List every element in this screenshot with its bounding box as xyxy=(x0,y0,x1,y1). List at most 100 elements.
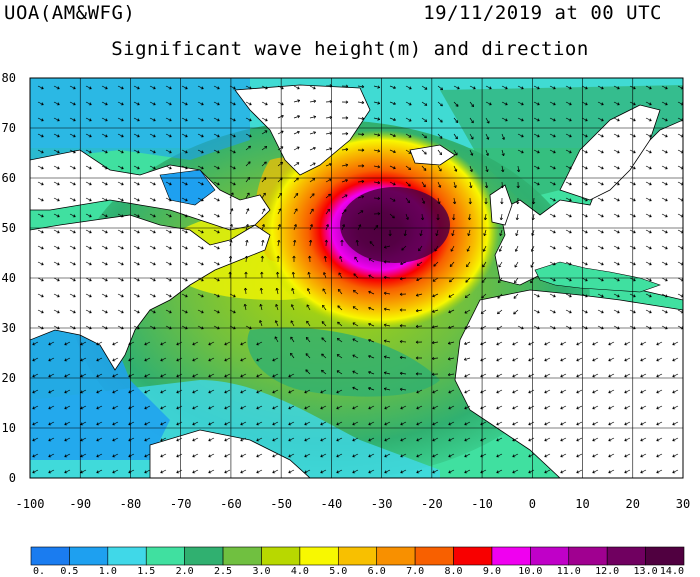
direction-arrow xyxy=(352,354,359,359)
mediterranean-sea xyxy=(534,261,661,293)
direction-arrow xyxy=(514,245,519,252)
direction-arrow xyxy=(176,437,183,442)
direction-arrow xyxy=(276,255,280,263)
direction-arrow xyxy=(197,245,204,250)
direction-arrow xyxy=(101,149,108,154)
agency-label: UOA(AM&WFG) xyxy=(4,2,136,24)
direction-arrow xyxy=(624,405,631,410)
direction-arrow xyxy=(468,197,472,205)
colorbar-swatch xyxy=(69,546,109,566)
direction-arrow xyxy=(324,239,328,247)
direction-arrow xyxy=(37,277,44,282)
direction-arrow xyxy=(437,197,441,205)
direction-arrow xyxy=(528,469,535,474)
direction-arrow xyxy=(453,85,460,90)
direction-arrow xyxy=(640,357,647,362)
direction-arrow xyxy=(399,339,407,344)
lat-tick-label: 60 xyxy=(2,171,16,185)
direction-arrow xyxy=(400,421,407,426)
colorbar-swatch xyxy=(376,546,416,566)
direction-arrow xyxy=(533,181,540,186)
direction-arrow xyxy=(117,261,124,266)
direction-arrow xyxy=(608,357,615,362)
direction-arrow xyxy=(565,165,572,170)
direction-arrow xyxy=(32,373,39,378)
direction-arrow xyxy=(485,85,492,90)
direction-arrow xyxy=(464,405,471,410)
direction-arrow xyxy=(464,341,471,345)
direction-arrow xyxy=(80,405,87,410)
direction-arrow xyxy=(661,85,668,90)
direction-arrow xyxy=(373,149,381,153)
direction-arrow xyxy=(305,336,311,343)
direction-arrow xyxy=(597,261,604,266)
direction-arrow xyxy=(69,277,76,282)
direction-arrow xyxy=(384,453,391,458)
direction-arrow xyxy=(213,165,220,170)
direction-arrow xyxy=(260,255,264,263)
direction-arrow xyxy=(661,165,668,170)
direction-arrow xyxy=(565,229,572,234)
direction-arrow xyxy=(197,277,204,282)
latitude-labels: 0 10 20 30 40 50 60 70 80 xyxy=(2,71,16,485)
direction-arrow xyxy=(549,309,556,314)
direction-arrow xyxy=(624,453,631,458)
direction-arrow xyxy=(515,213,519,221)
direction-arrow xyxy=(165,117,172,122)
direction-arrow xyxy=(256,341,263,346)
direction-arrow xyxy=(415,324,423,329)
direction-arrow xyxy=(101,85,108,90)
colorbar-label: 4.0 xyxy=(291,566,309,577)
direction-arrow xyxy=(144,437,151,442)
direction-arrow xyxy=(661,181,668,186)
direction-arrow xyxy=(661,149,668,154)
direction-arrow xyxy=(576,437,583,442)
direction-arrow xyxy=(288,373,295,378)
direction-arrow xyxy=(501,117,508,122)
direction-arrow xyxy=(437,181,442,188)
direction-arrow xyxy=(416,469,423,474)
direction-arrow xyxy=(640,421,647,426)
direction-arrow xyxy=(32,341,39,346)
direction-arrow xyxy=(482,261,487,268)
direction-arrow xyxy=(549,229,556,234)
direction-arrow xyxy=(466,261,471,268)
direction-arrow xyxy=(69,309,76,314)
direction-arrow xyxy=(336,370,343,375)
direction-arrow xyxy=(613,245,620,250)
direction-arrow xyxy=(613,181,620,186)
colorbar-swatch xyxy=(184,546,224,566)
direction-arrow xyxy=(592,405,599,410)
direction-arrow xyxy=(405,117,412,122)
direction-arrow xyxy=(293,146,300,151)
direction-arrow xyxy=(368,453,375,458)
direction-arrow xyxy=(149,149,156,154)
direction-arrow xyxy=(368,421,375,426)
direction-arrow xyxy=(512,373,519,378)
direction-arrow xyxy=(117,149,124,154)
direction-arrow xyxy=(80,437,87,442)
direction-arrow xyxy=(292,255,296,263)
direction-arrow xyxy=(416,437,423,442)
direction-arrow xyxy=(309,178,316,183)
direction-arrow xyxy=(357,210,364,215)
direction-arrow xyxy=(274,336,279,343)
direction-arrow xyxy=(516,197,520,205)
direction-arrow xyxy=(69,165,76,170)
direction-arrow xyxy=(261,85,268,90)
direction-arrow xyxy=(608,421,615,426)
lon-tick-label: -30 xyxy=(371,497,393,511)
direction-arrow xyxy=(581,85,588,90)
direction-arrow xyxy=(549,133,556,138)
direction-arrow xyxy=(149,277,156,282)
direction-arrow xyxy=(224,357,231,362)
direction-arrow xyxy=(85,293,92,298)
direction-arrow xyxy=(117,293,124,298)
direction-arrow xyxy=(85,245,92,250)
direction-arrow xyxy=(528,341,535,346)
lon-tick-label: 30 xyxy=(676,497,690,511)
colorbar-swatch xyxy=(261,546,301,566)
direction-arrow xyxy=(496,357,503,362)
direction-arrow xyxy=(165,197,172,202)
direction-arrow xyxy=(467,229,471,237)
